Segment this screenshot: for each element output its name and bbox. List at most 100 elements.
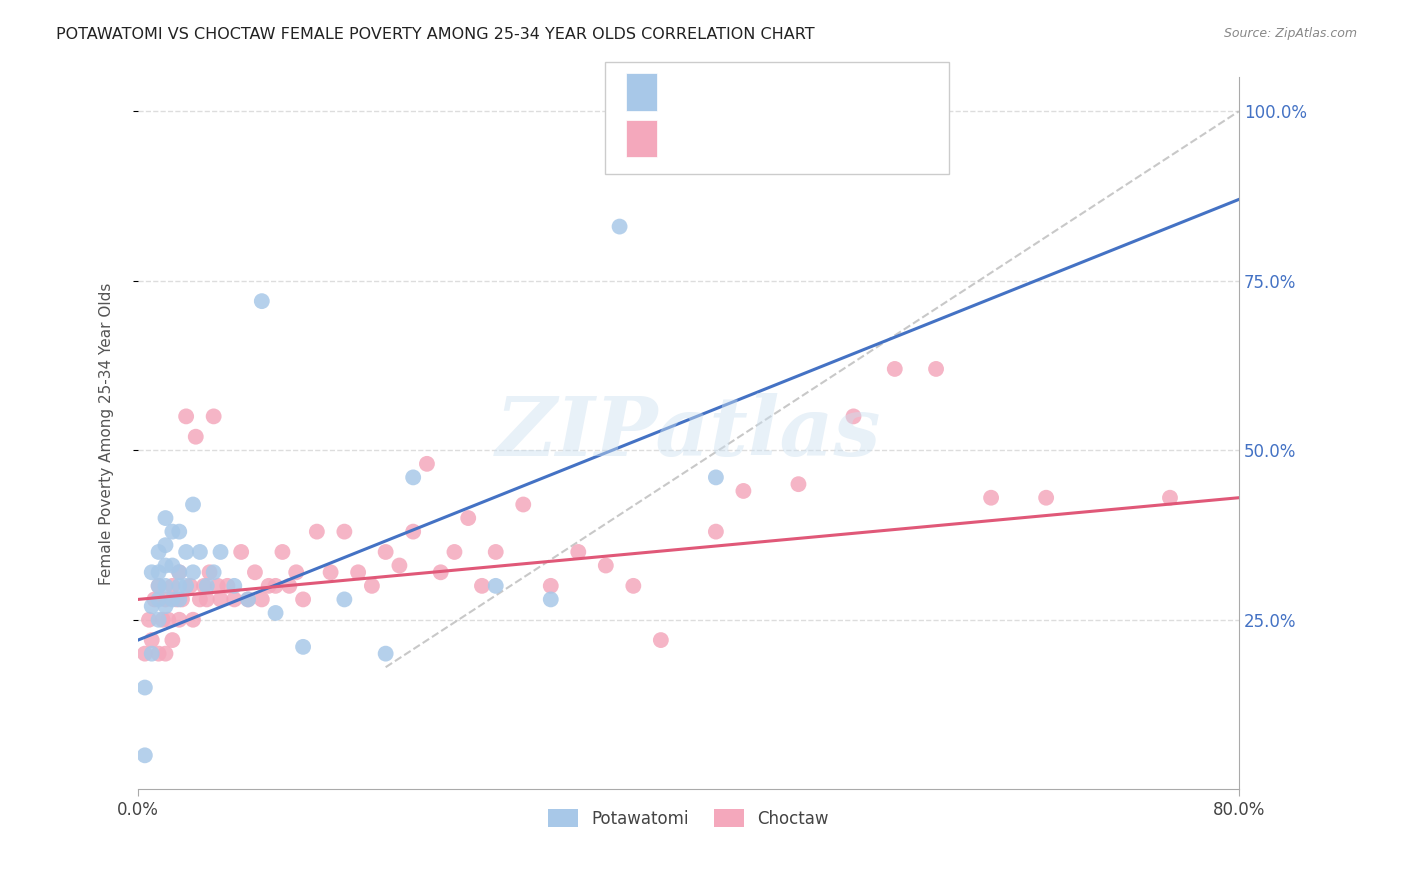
Point [236,592,259,607]
Point [162,592,184,607]
Text: ZIPatlas: ZIPatlas [496,393,882,474]
Point [429,566,451,580]
Point [236,592,259,607]
Point [374,545,396,559]
Point [471,579,494,593]
Point [198,566,221,580]
Point [155,511,177,525]
Point [264,606,287,620]
Point [167,592,190,607]
Point [333,592,356,607]
Point [193,579,215,593]
Point [567,545,589,559]
Point [155,579,177,593]
Point [347,566,370,580]
Point [333,524,356,539]
Point [141,647,163,661]
Point [704,524,727,539]
Legend: Potawatomi, Choctaw: Potawatomi, Choctaw [541,803,835,834]
Point [231,545,253,559]
Point [650,633,672,648]
Point [181,498,204,512]
Point [141,599,163,614]
Text: N =: N = [763,129,803,147]
Point [148,545,170,559]
Point [512,498,534,512]
Point [243,566,266,580]
Point [485,579,508,593]
Point [179,579,201,593]
Point [264,579,287,593]
Point [167,524,190,539]
Point [141,633,163,648]
Text: 0.186: 0.186 [699,129,756,147]
Point [170,592,193,607]
Point [250,592,273,607]
Point [167,579,190,593]
Point [224,592,246,607]
Point [174,409,197,424]
Point [134,647,156,661]
Point [157,613,180,627]
Point [443,545,465,559]
Point [167,566,190,580]
Point [485,545,508,559]
Point [842,409,865,424]
Point [621,579,644,593]
Point [138,613,160,627]
Point [188,592,211,607]
Text: POTAWATOMI VS CHOCTAW FEMALE POVERTY AMONG 25-34 YEAR OLDS CORRELATION CHART: POTAWATOMI VS CHOCTAW FEMALE POVERTY AMO… [56,27,815,42]
Point [181,613,204,627]
Point [925,362,948,376]
Y-axis label: Female Poverty Among 25-34 Year Olds: Female Poverty Among 25-34 Year Olds [100,282,114,584]
Point [319,566,342,580]
Point [162,579,184,593]
Point [148,647,170,661]
Point [195,592,218,607]
Point [704,470,727,484]
Point [733,483,755,498]
Point [141,566,163,580]
Point [374,647,396,661]
Point [152,613,174,627]
Point [167,613,190,627]
Point [787,477,810,491]
Point [155,592,177,607]
Text: N =: N = [763,83,803,101]
Point [162,558,184,573]
Text: R =: R = [668,83,707,101]
Point [609,219,631,234]
Point [292,592,315,607]
Point [540,592,562,607]
Point [1035,491,1057,505]
Point [143,592,166,607]
Text: Source: ZipAtlas.com: Source: ZipAtlas.com [1223,27,1357,40]
Point [174,545,197,559]
Point [148,566,170,580]
Point [167,566,190,580]
Point [257,579,280,593]
Point [195,579,218,593]
Point [883,362,905,376]
Point [155,558,177,573]
Point [174,579,197,593]
Point [188,545,211,559]
Point [207,579,229,593]
Point [595,558,617,573]
Point [361,579,384,593]
Point [292,640,315,654]
Point [134,748,156,763]
Point [202,566,225,580]
Point [155,647,177,661]
Point [184,430,207,444]
Point [209,545,232,559]
Point [202,409,225,424]
Point [416,457,439,471]
Point [980,491,1002,505]
Point [250,294,273,309]
Point [209,592,232,607]
Point [134,681,156,695]
Point [162,633,184,648]
Point [278,579,301,593]
Point [166,592,188,607]
